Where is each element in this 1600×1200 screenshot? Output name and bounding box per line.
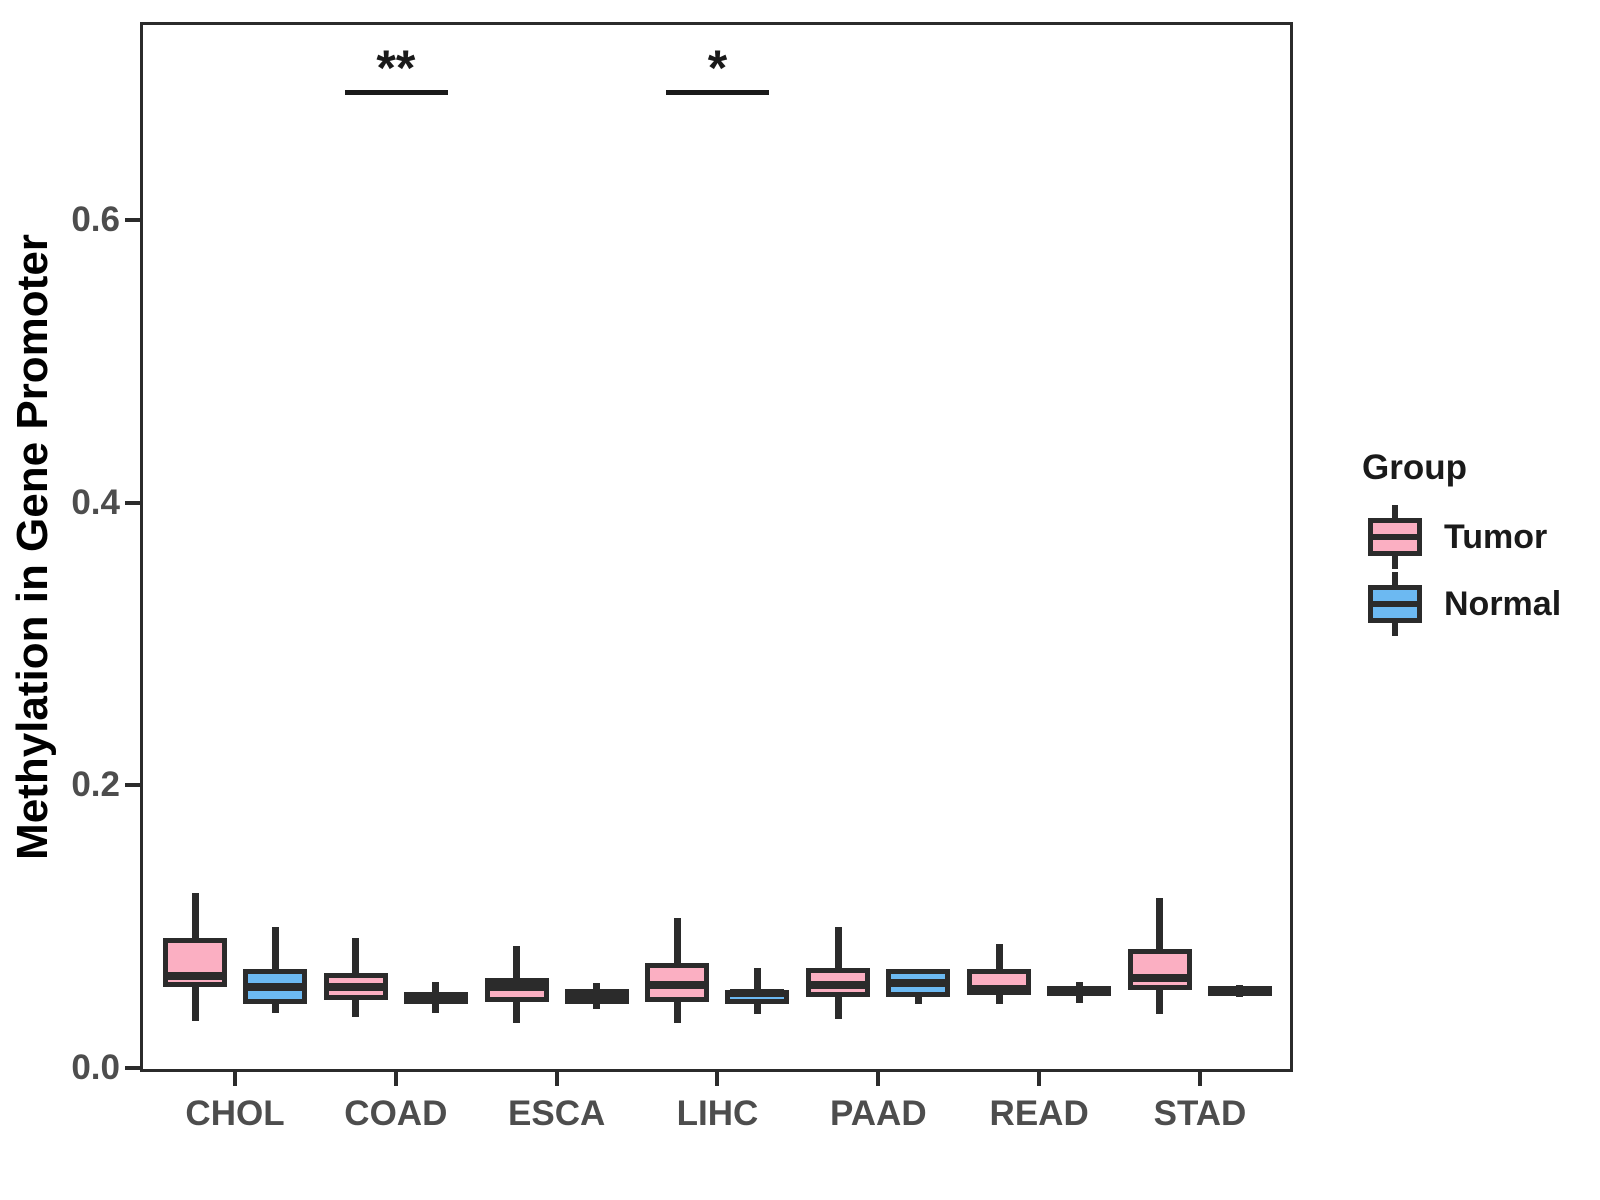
y-axis-tick-label: 0.4 [71, 482, 120, 522]
x-axis-category-label: COAD [344, 1094, 448, 1133]
tumor-median-line [328, 983, 383, 992]
x-axis-tick [1197, 1072, 1202, 1086]
normal-boxplot-key-icon [1366, 572, 1424, 636]
x-axis-tick [715, 1072, 720, 1086]
tumor-median-line [650, 980, 705, 989]
y-axis-tick [125, 500, 140, 505]
tumor-box [1127, 949, 1192, 991]
legend-item-tumor: Tumor [1362, 505, 1600, 569]
significance-line [666, 90, 770, 95]
x-axis-tick [393, 1072, 398, 1086]
x-axis-category-label: STAD [1153, 1094, 1247, 1133]
x-axis-category-label: READ [989, 1094, 1089, 1133]
significance-line [344, 90, 448, 95]
y-axis-tick [125, 218, 140, 223]
legend-label-normal: Normal [1444, 585, 1562, 623]
normal-median-line [248, 983, 302, 992]
x-axis-category-label: LIHC [676, 1094, 759, 1133]
x-axis-category-label: CHOL [185, 1094, 285, 1133]
tumor-boxplot-key-icon [1366, 505, 1424, 569]
x-axis-tick [876, 1072, 881, 1086]
tumor-median-line [489, 983, 544, 992]
y-axis-tick [125, 783, 140, 788]
normal-median-line [1052, 987, 1107, 996]
x-axis-tick [233, 1072, 237, 1086]
x-axis-category-label: ESCA [508, 1094, 606, 1133]
legend-label-tumor: Tumor [1444, 518, 1548, 556]
normal-median-line [730, 989, 785, 998]
plot-panel [140, 22, 1293, 1072]
normal-median-line [408, 993, 463, 1002]
legend: Group Tumor Normal [1362, 448, 1600, 668]
legend-item-normal: Normal [1362, 572, 1600, 636]
x-axis-tick [554, 1072, 559, 1086]
x-axis-tick [1037, 1072, 1042, 1086]
tumor-median-line [811, 980, 866, 989]
significance-stars: ** [376, 40, 416, 96]
y-axis-tick-label: 0.6 [71, 200, 120, 240]
tumor-median-line [1132, 973, 1187, 982]
normal-median-line [1212, 987, 1267, 996]
tumor-median-line [972, 984, 1027, 993]
normal-median-line [891, 979, 946, 988]
normal-median-line [569, 991, 624, 1000]
y-axis-tick-label: 0.0 [71, 1048, 120, 1087]
x-axis-category-label: PAAD [830, 1094, 927, 1133]
y-axis-tick-label: 0.2 [71, 765, 120, 805]
tumor-median-line [168, 972, 222, 981]
significance-stars: * [707, 40, 728, 96]
legend-title: Group [1362, 448, 1467, 487]
y-axis-tick [125, 1066, 140, 1070]
